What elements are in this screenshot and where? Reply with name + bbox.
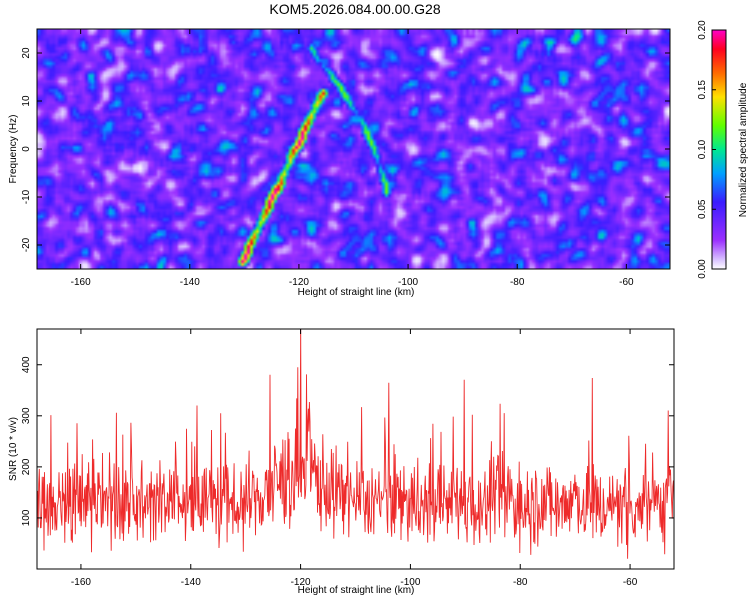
spectrogram-x-tick-label: -60 bbox=[619, 277, 634, 288]
colorbar-tick-label: 0.00 bbox=[697, 259, 708, 279]
spectrogram-y-tick-label: -10 bbox=[21, 189, 32, 204]
spectrogram-x-tick-label: -140 bbox=[180, 277, 200, 288]
colorbar-tick-label: 0.10 bbox=[697, 139, 708, 159]
spectrogram-x-tick-label: -100 bbox=[398, 277, 418, 288]
spectrogram-y-tick-label: 10 bbox=[21, 95, 32, 107]
colorbar-tick-label: 0.15 bbox=[697, 80, 708, 100]
colorbar-ticks: 0.00 0.05 0.10 0.15 0.20 bbox=[697, 20, 716, 279]
snr-y-tick-label: 300 bbox=[21, 407, 32, 424]
snr-panel: -160 -140 -120 -100 -80 -60 100 200 300 400 Heig… bbox=[8, 328, 675, 596]
spectrogram-y-label: Frequency (Hz) bbox=[8, 115, 19, 184]
colorbar-tick-label: 0.20 bbox=[697, 20, 708, 40]
snr-y-ticks: 100 200 300 400 bbox=[21, 356, 674, 526]
spectrogram-y-tick-label: 20 bbox=[21, 47, 32, 59]
spectrogram-x-tick-label: -160 bbox=[71, 277, 91, 288]
colorbar-tick-label: 0.05 bbox=[697, 199, 708, 219]
snr-x-label: Height of straight line (km) bbox=[298, 585, 415, 596]
spectrogram-x-tick-label: -80 bbox=[510, 277, 525, 288]
snr-x-ticks: -160 -140 -120 -100 -80 -60 bbox=[71, 329, 638, 588]
spectrogram-y-tick-label: 0 bbox=[21, 146, 32, 152]
snr-frame bbox=[36, 328, 675, 570]
snr-x-tick-label: -140 bbox=[181, 577, 201, 588]
snr-y-tick-label: 200 bbox=[21, 458, 32, 475]
snr-x-tick-label: -160 bbox=[71, 577, 91, 588]
spectrogram-y-ticks: -20 -10 0 10 20 bbox=[21, 47, 670, 252]
snr-x-tick-label: -100 bbox=[400, 577, 420, 588]
snr-series-line bbox=[36, 328, 675, 559]
snr-y-tick-label: 100 bbox=[21, 509, 32, 526]
snr-x-tick-label: -120 bbox=[291, 577, 311, 588]
snr-y-label: SNR (10 * v/v) bbox=[8, 417, 19, 481]
spectrogram-heatmap bbox=[37, 29, 670, 269]
snr-y-tick-label: 400 bbox=[21, 356, 32, 373]
spectrogram-y-tick-label: -20 bbox=[21, 237, 32, 252]
snr-x-tick-label: -60 bbox=[623, 577, 638, 588]
spectrogram-x-tick-label: -120 bbox=[289, 277, 309, 288]
colorbar-label: Normalized spectral amplitude bbox=[738, 82, 749, 217]
chart-title: KOM5.2026.084.00.00.G28 bbox=[269, 1, 441, 17]
spectrogram-x-label: Height of straight line (km) bbox=[298, 287, 415, 298]
colorbar: 0.00 0.05 0.10 0.15 0.20 Normalized spectral… bbox=[697, 20, 749, 279]
snr-x-tick-label: -80 bbox=[513, 577, 528, 588]
spectrogram-x-ticks: -160 -140 -120 -100 -80 -60 bbox=[71, 29, 634, 288]
